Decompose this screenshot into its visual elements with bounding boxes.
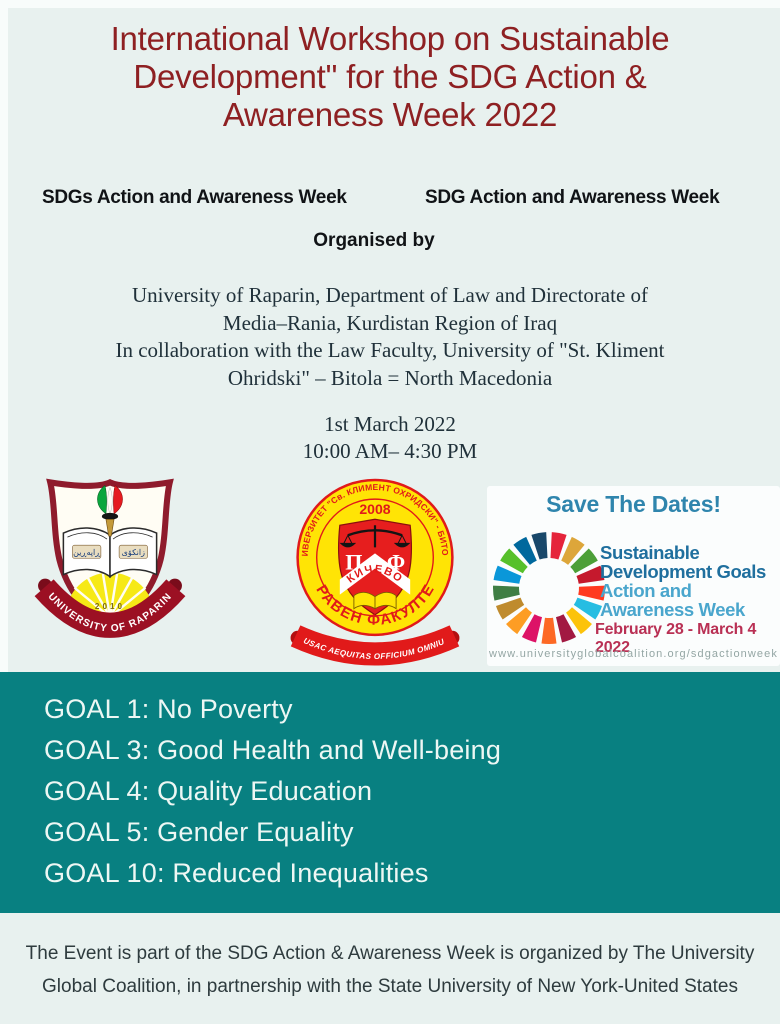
top-border: [0, 0, 780, 8]
organiser-line: Media–Rania, Kurdistan Region of Iraq: [222, 310, 558, 335]
goals-band: GOAL 1: No Poverty GOAL 3: Good Health an…: [0, 672, 780, 913]
goal-item: GOAL 5: Gender Equality: [44, 817, 354, 847]
raparin-book-icon: ڕاپەڕین زانكۆی: [62, 527, 158, 579]
goal-item: GOAL 10: Reduced Inequalities: [44, 858, 429, 888]
sdg-wheel-segment: [578, 585, 605, 601]
sdg-wheel-segment: [495, 597, 525, 620]
footer-note: The Event is part of the SDG Action & Aw…: [0, 913, 780, 1024]
event-time: 10:00 AM– 4:30 PM: [302, 439, 478, 463]
sdg-wheel-segment: [521, 614, 543, 643]
goal-item: GOAL 3: Good Health and Well-being: [44, 735, 502, 765]
organiser-line: University of Raparin, Department of Law…: [131, 283, 649, 307]
university-of-raparin-logo: 2010 ڕاپەڕین زانكۆی: [34, 478, 186, 638]
sdg-week-url: www.universityglobalcoalition.org/sdgact…: [489, 648, 778, 660]
raparin-book-text-right: زانكۆی: [122, 548, 145, 557]
sdg-wheel-icon: [493, 532, 605, 644]
save-the-dates-label: Save The Dates!: [546, 491, 721, 517]
sdg-line-awareness-week: Awareness Week: [600, 599, 745, 620]
law-scales-icon: [339, 525, 411, 548]
raparin-year: 2010: [95, 602, 125, 611]
raparin-torch-icon: [97, 484, 123, 537]
organiser-line: In collaboration with the Law Faculty, U…: [115, 338, 665, 362]
sdg-wheel-segment: [561, 536, 585, 565]
sdg-wheel-segment: [550, 532, 567, 560]
sdg-wheel-segment: [513, 536, 537, 565]
sdg-line-sustainable: Sustainable: [600, 542, 700, 563]
goal-item: GOAL 1: No Poverty: [44, 694, 293, 724]
sdg-wheel-segment: [576, 565, 605, 584]
event-date: 1st March 2022: [324, 412, 456, 436]
label-sdgs-week-left: SDGs Action and Awareness Week: [42, 187, 347, 208]
sdg-wheel-segment: [506, 607, 532, 635]
law-chevron: [339, 553, 411, 595]
law-book-icon: [353, 591, 397, 610]
goals-list: GOAL 1: No Poverty GOAL 3: Good Health an…: [0, 672, 780, 894]
footer-line-2: Global Coalition, in partnership with th…: [42, 976, 738, 997]
left-border: [0, 0, 8, 672]
event-datetime: 1st March 2022 10:00 AM– 4:30 PM: [0, 411, 780, 465]
law-faculty-logo: JUSAC AEQUITAS OFFICIUM OMNIUM УНИВЕРЗИТ…: [289, 475, 460, 666]
sdg-wheel-segment: [500, 548, 528, 574]
label-sdg-week-right: SDG Action and Awareness Week: [425, 187, 720, 208]
sdg-wheel-segment: [531, 532, 548, 560]
footer-line-1: The Event is part of the SDG Action & Aw…: [25, 943, 755, 964]
sdg-wheel-segment: [573, 597, 603, 620]
sdg-wheel-segment: [566, 607, 592, 635]
sdg-line-action-and: Action and: [600, 580, 692, 601]
sdg-save-the-dates-card: Save The Dates! Sustainable Development …: [487, 486, 780, 666]
sdg-line-development-goals: Development Goals: [600, 561, 766, 582]
raparin-book-text-left: ڕاپەڕین: [73, 548, 101, 558]
organiser-lines: University of Raparin, Department of Law…: [0, 282, 780, 392]
law-inner-ring: [315, 498, 435, 617]
sdg-wheel-segment: [493, 585, 520, 601]
sdg-wheel-segment: [493, 565, 522, 584]
goal-item: GOAL 4: Quality Education: [44, 776, 373, 806]
sdg-week-text: Sustainable Development Goals Action and…: [600, 543, 780, 619]
organised-by-label: Organised by: [313, 230, 435, 251]
subheader-row: SDGs Action and Awareness Week SDG Actio…: [0, 187, 780, 211]
sdg-wheel-segment: [555, 614, 577, 643]
sdg-week-dates: February 28 - March 4 2022: [595, 621, 757, 656]
sdg-wheel-segment: [570, 548, 598, 574]
law-year: 2008: [359, 501, 390, 517]
page-title: International Workshop on Sustainable De…: [110, 20, 670, 133]
sdg-wheel-segment: [541, 617, 557, 644]
organiser-line: Ohridski" – Bitola = North Macedonia: [227, 365, 553, 390]
